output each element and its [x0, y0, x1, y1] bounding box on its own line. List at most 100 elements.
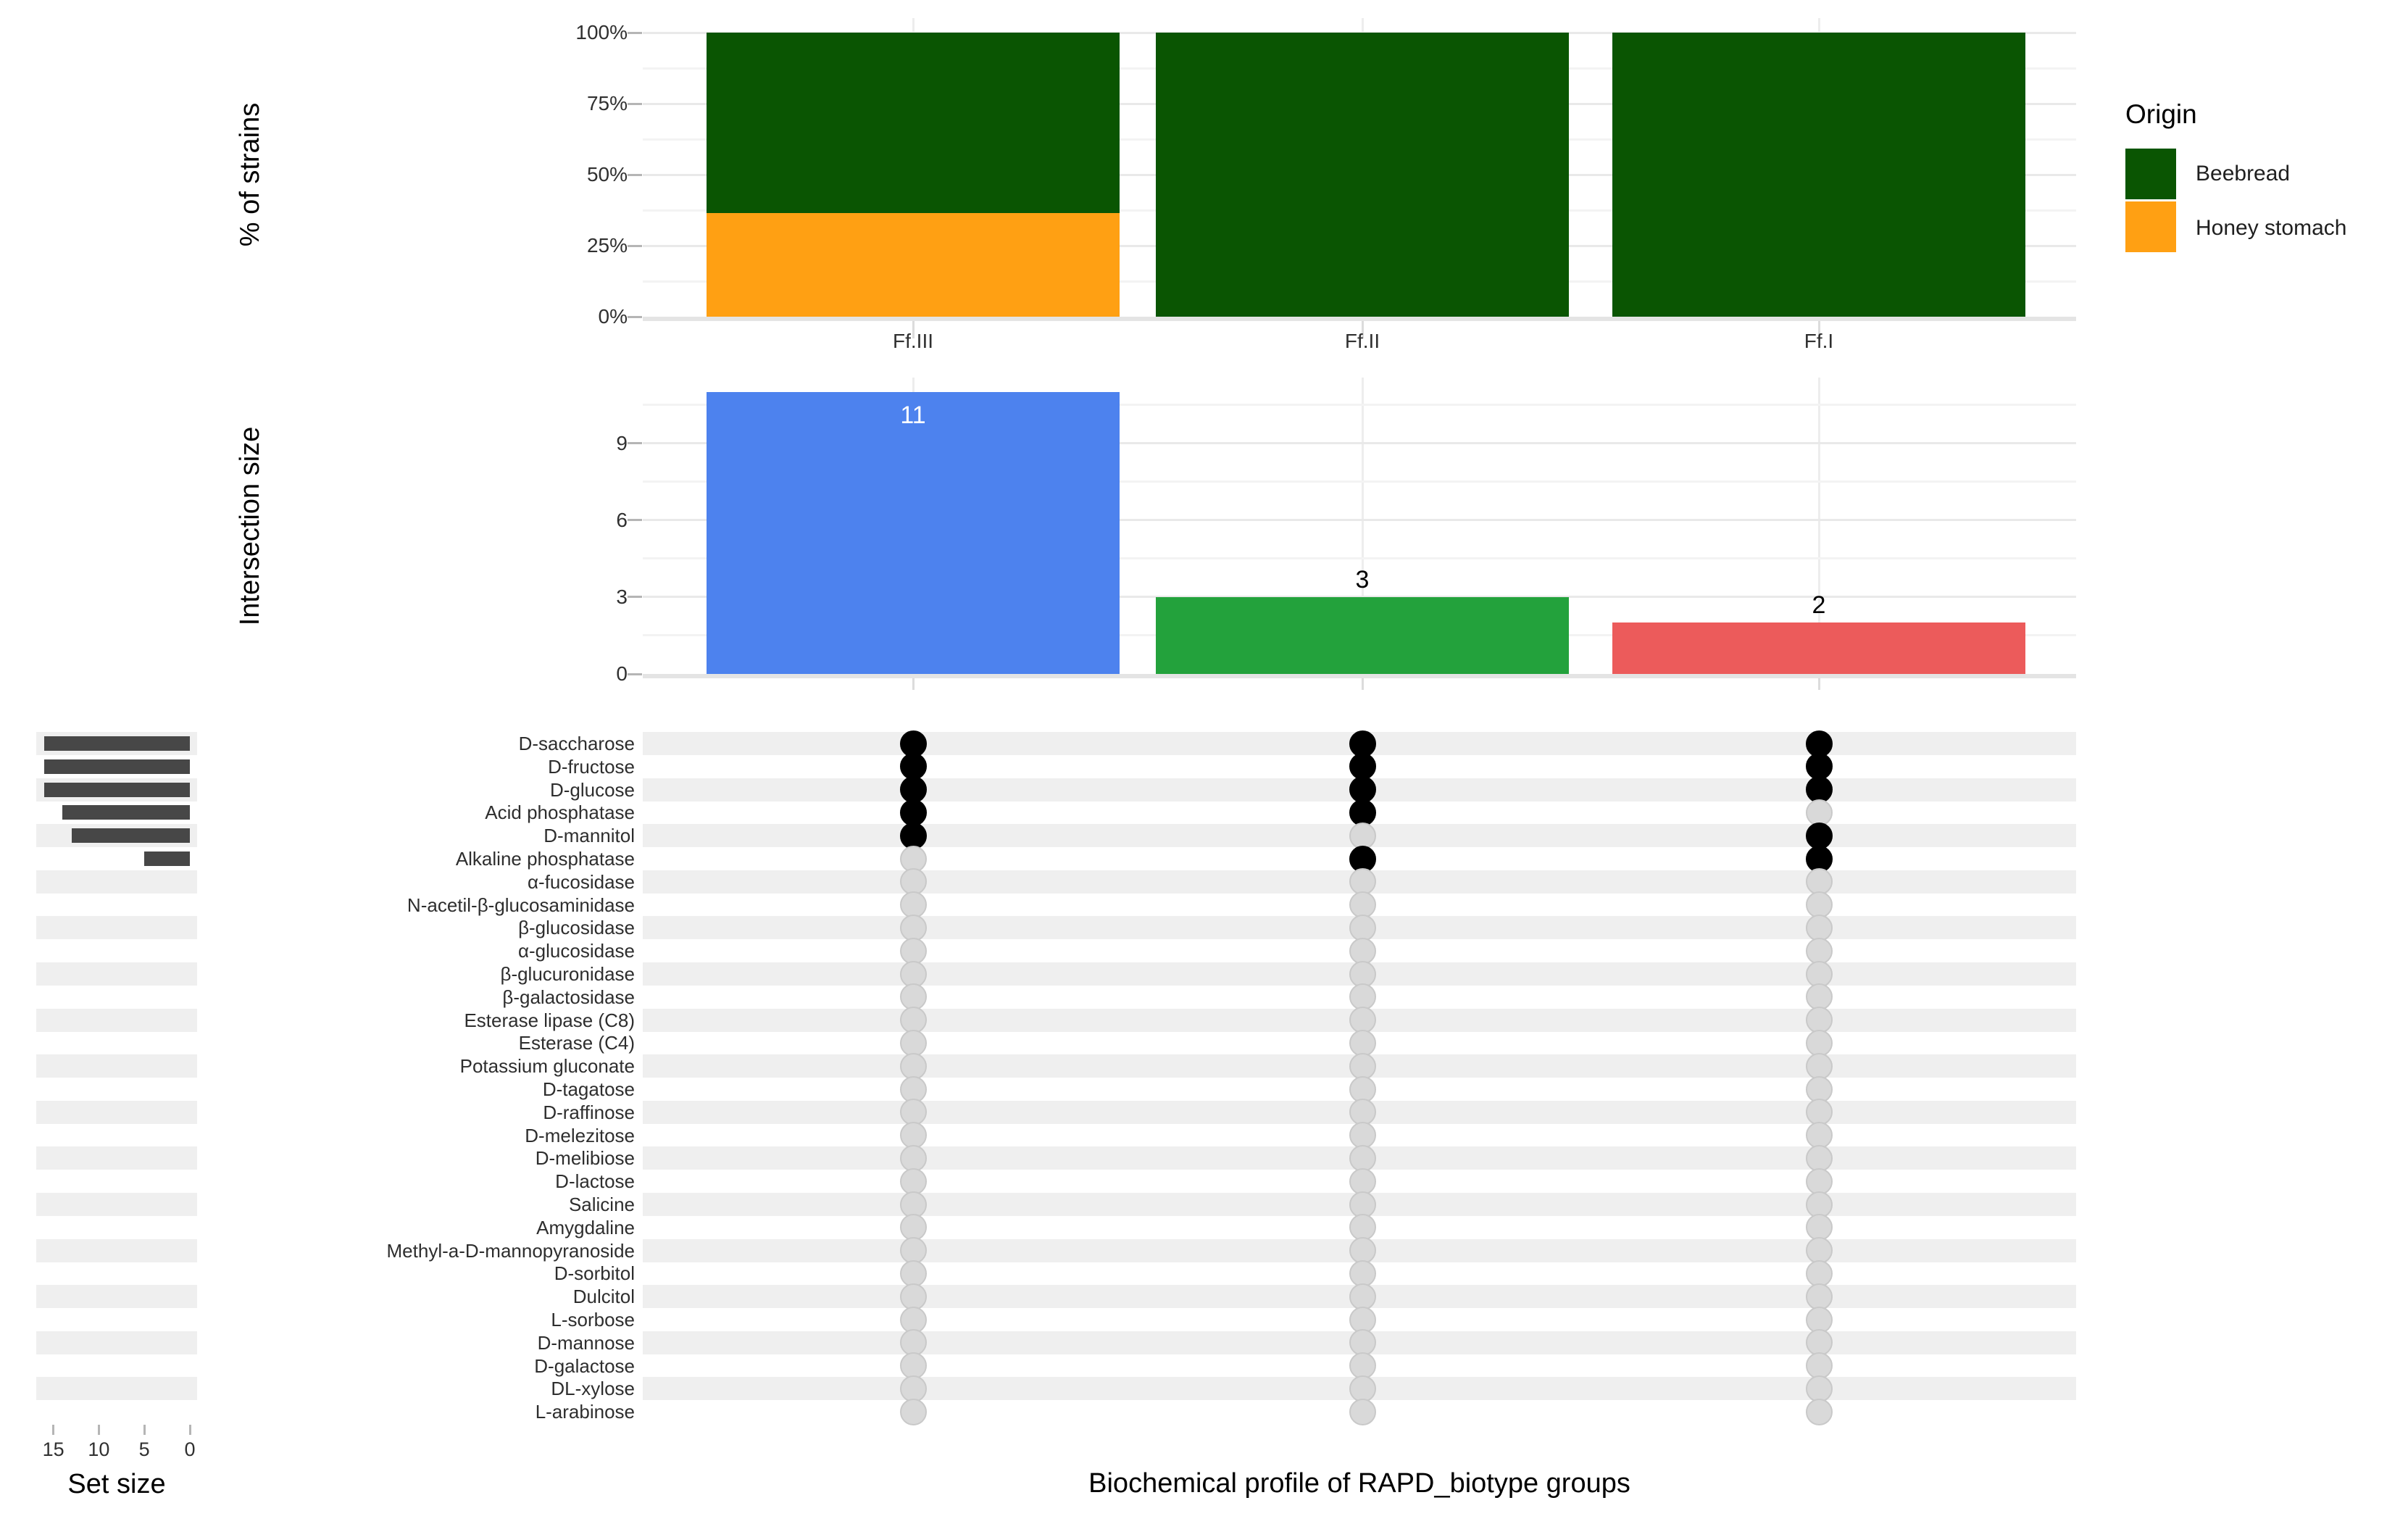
- matrix-row-stripe: [36, 1193, 197, 1216]
- mid-y-tickmark: [628, 442, 642, 445]
- column-gridline: [1361, 378, 1364, 674]
- matrix-row-label: Potassium gluconate: [459, 1055, 635, 1078]
- gridline-minor: [643, 480, 2076, 483]
- top-panel-y-axis-title: % of strains: [235, 102, 265, 247]
- matrix-dot-empty: [1349, 1398, 1376, 1425]
- intersection-bar-Ff.I: [1612, 622, 2025, 674]
- matrix-row-stripe: [36, 1100, 197, 1124]
- matrix-row-stripe: [36, 1054, 197, 1078]
- matrix-dot-empty: [1349, 1029, 1376, 1057]
- matrix-dot-empty: [1805, 1398, 1833, 1425]
- matrix-row-label: D-sorbitol: [554, 1262, 635, 1285]
- set-size-tickmark: [188, 1425, 191, 1435]
- top-axis-baseline: [643, 317, 2076, 321]
- legend-label-honey-stomach: Honey stomach: [2196, 216, 2347, 240]
- top-x-tick-label-Ff.II: Ff.II: [1344, 330, 1380, 352]
- matrix-dot-empty: [899, 983, 927, 1011]
- matrix-row-label: D-lactose: [555, 1170, 635, 1193]
- set-size-tick-label: 0: [184, 1438, 196, 1460]
- matrix-row-label: β-glucuronidase: [500, 963, 635, 985]
- matrix-dot-filled: [1349, 799, 1376, 826]
- mid-y-tick-label: 6: [616, 508, 628, 531]
- matrix-dot-empty: [1805, 1375, 1833, 1402]
- mid-axis-baseline: [643, 674, 2076, 678]
- matrix-row-label: D-tagatose: [542, 1078, 635, 1100]
- matrix-dot-empty: [1805, 1329, 1833, 1357]
- matrix-dot-filled: [1349, 730, 1376, 757]
- matrix-dot-filled: [1349, 776, 1376, 804]
- matrix-row-stripe: [36, 1008, 197, 1032]
- matrix-dot-filled: [899, 753, 927, 780]
- intersection-bar-Ff.III: [707, 392, 1120, 674]
- matrix-row-label: α-glucosidase: [517, 940, 635, 962]
- matrix-dot-empty: [899, 1398, 927, 1425]
- matrix-dot-empty: [1805, 1144, 1833, 1172]
- matrix-row-stripe: [36, 870, 197, 894]
- stacked-bar-beebread-Ff.I: [1612, 33, 2025, 317]
- legend-title: Origin: [2125, 99, 2197, 129]
- matrix-row-label: Alkaline phosphatase: [455, 848, 635, 870]
- matrix-dot-empty: [899, 960, 927, 988]
- matrix-dot-empty: [899, 1214, 927, 1241]
- top-y-tick-label: 25%: [586, 234, 628, 257]
- matrix-row-label: D-melibiose: [535, 1147, 635, 1170]
- matrix-dot-empty: [1349, 1007, 1376, 1034]
- mid-y-tickmark: [628, 519, 642, 522]
- set-size-bar: [44, 736, 190, 751]
- matrix-row-label: L-arabinose: [535, 1401, 635, 1423]
- mid-x-tickmark: [1817, 678, 1820, 690]
- matrix-row-stripe: [36, 916, 197, 940]
- mid-y-tick-label: 9: [616, 431, 628, 454]
- stacked-bar-beebread-Ff.III: [707, 33, 1120, 214]
- set-size-bar: [144, 851, 190, 866]
- matrix-dot-empty: [899, 1007, 927, 1034]
- top-y-tick-label: 50%: [586, 163, 628, 186]
- matrix-row-label: N-acetil-β-glucosaminidase: [407, 894, 635, 916]
- top-y-tick-label: 100%: [575, 21, 628, 43]
- matrix-row-stripe: [36, 1331, 197, 1354]
- matrix-dot-empty: [1349, 983, 1376, 1011]
- set-size-bar: [44, 782, 190, 797]
- top-x-tickmark: [1361, 321, 1364, 338]
- mid-x-tickmark: [1361, 678, 1364, 690]
- matrix-dot-empty: [1349, 1052, 1376, 1080]
- x-axis-title: Biochemical profile of RAPD_biotype grou…: [1088, 1468, 1630, 1499]
- top-x-tickmark: [1817, 321, 1820, 338]
- matrix-dot-filled: [899, 822, 927, 849]
- matrix-row-label: β-glucosidase: [518, 917, 635, 939]
- matrix-row-label: L-sorbose: [551, 1309, 635, 1331]
- matrix-row-stripe: [36, 1146, 197, 1170]
- top-x-tickmark: [912, 321, 915, 338]
- matrix-dot-empty: [1349, 1214, 1376, 1241]
- matrix-row-label: Esterase lipase (C8): [464, 1009, 635, 1031]
- top-x-tick-label-Ff.I: Ff.I: [1804, 330, 1834, 352]
- matrix-dot-empty: [899, 1259, 927, 1287]
- mid-y-tick-label: 0: [616, 662, 628, 685]
- matrix-dot-empty: [899, 1329, 927, 1357]
- matrix-row-label: D-galactose: [534, 1354, 635, 1377]
- legend-label-beebread: Beebread: [2196, 162, 2291, 186]
- matrix-row-label: Amygdaline: [536, 1216, 635, 1238]
- set-size-tickmark: [52, 1425, 55, 1435]
- matrix-dot-filled: [899, 799, 927, 826]
- top-y-tick-label: 0%: [598, 305, 628, 328]
- set-size-bar: [44, 759, 190, 774]
- set-size-tickmark: [143, 1425, 146, 1435]
- matrix-row-stripe: [36, 962, 197, 986]
- stacked-bar-honey-stomach-Ff.III: [707, 213, 1120, 317]
- top-y-tickmark: [628, 102, 642, 105]
- matrix-row-label: D-fructose: [548, 755, 635, 778]
- matrix-dot-empty: [899, 937, 927, 965]
- matrix-dot-empty: [899, 868, 927, 896]
- matrix-dot-empty: [1349, 1099, 1376, 1126]
- gridline-minor: [643, 404, 2076, 407]
- matrix-dot-filled: [1349, 753, 1376, 780]
- matrix-dot-empty: [1349, 1283, 1376, 1310]
- matrix-dot-empty: [1349, 1352, 1376, 1380]
- matrix-row-label: D-mannose: [537, 1331, 635, 1354]
- matrix-row-label: D-raffinose: [543, 1101, 635, 1123]
- top-y-tick-label: 75%: [586, 92, 628, 114]
- matrix-row-label: α-fucosidase: [528, 870, 635, 893]
- set-size-tickmark: [97, 1425, 100, 1435]
